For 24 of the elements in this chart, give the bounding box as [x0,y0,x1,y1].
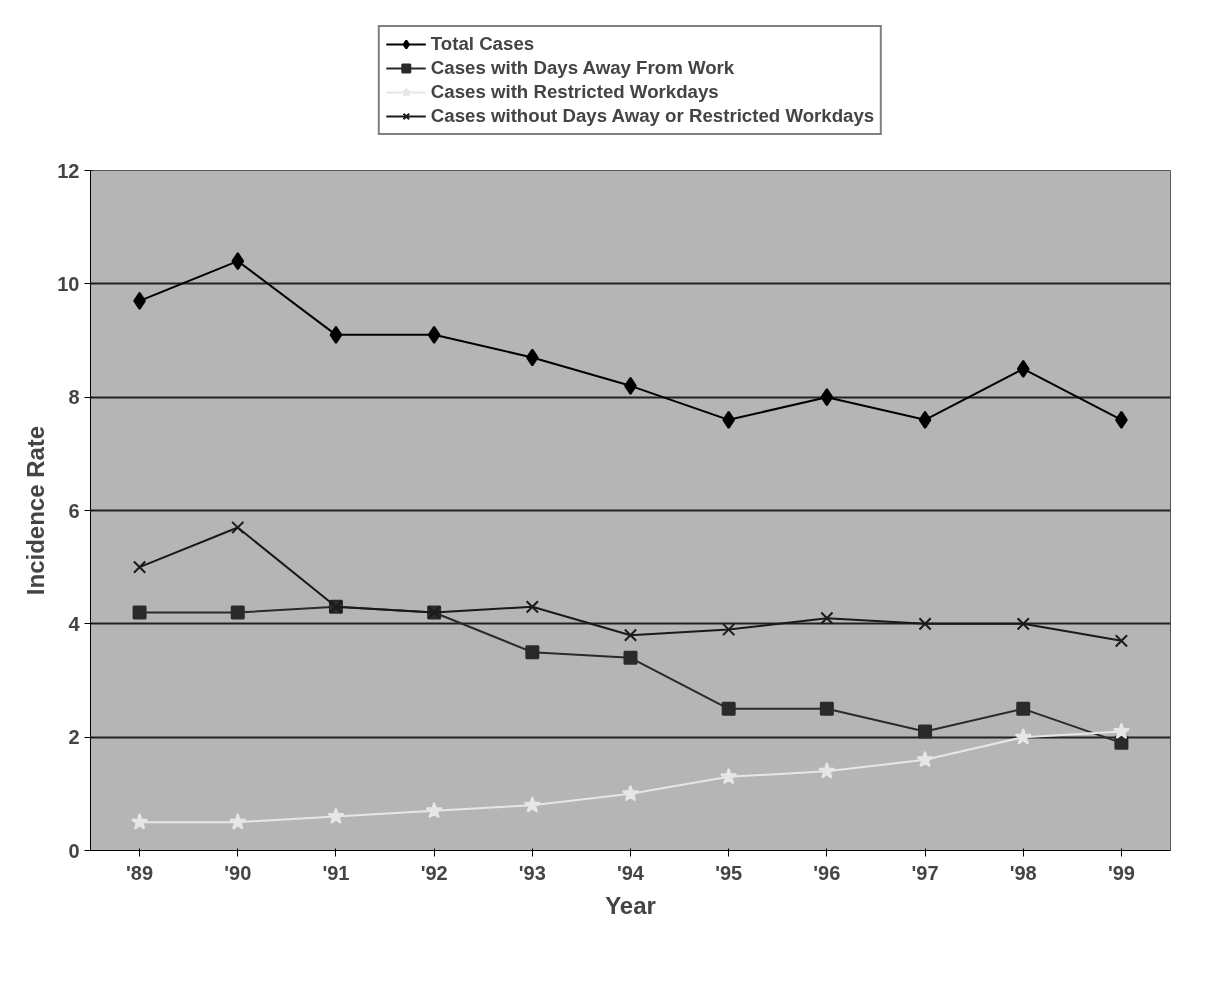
x-axis-title: Year [605,891,656,919]
y-tick-label: 8 [68,386,80,409]
y-tick-label: 0 [68,839,80,862]
x-tick-label: '93 [518,861,546,884]
x-tick-label: '95 [715,861,743,884]
x-tick-label: '99 [1107,861,1135,884]
legend-label: Cases with Restricted Workdays [430,81,719,103]
legend-label: Cases without Days Away or Restricted Workdays [430,105,875,127]
x-tick-label: '98 [1009,861,1037,884]
y-tick-label: 10 [57,272,80,295]
x-tick-label: '94 [617,861,645,884]
y-axis-title: Incidence Rate [22,425,50,596]
legend-label: Cases with Days Away From Work [430,57,735,79]
x-tick-label: '96 [813,861,841,884]
x-tick-label: '92 [420,861,448,884]
x-tick-label: '91 [322,861,350,884]
x-tick-label: '90 [224,861,252,884]
y-tick-label: 6 [68,499,80,522]
legend-label: Total Cases [430,33,535,55]
y-tick-label: 12 [57,159,80,182]
y-tick-label: 2 [68,726,80,749]
x-tick-label: '89 [126,861,154,884]
y-tick-label: 4 [68,612,81,635]
x-tick-label: '97 [911,861,939,884]
